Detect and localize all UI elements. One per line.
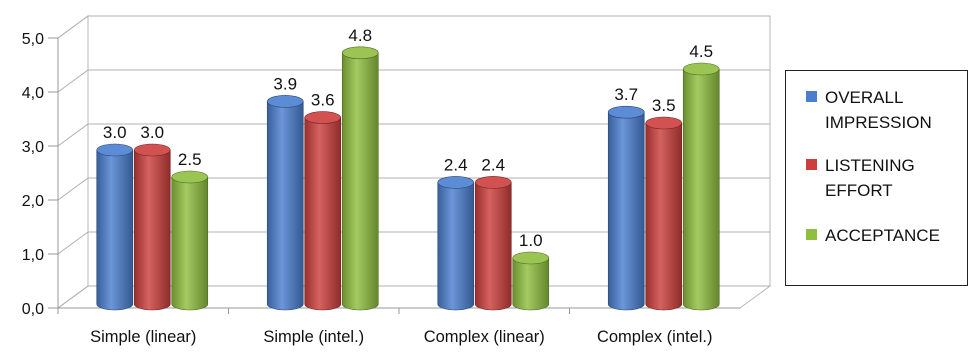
x-tick-label: Complex (linear) [424, 328, 545, 346]
bar-overall-impression-simple-intel-top [266, 95, 304, 108]
y-tick-label: 0,0 [22, 301, 44, 318]
bar-acceptance-complex-intel [682, 68, 720, 311]
legend-item-listening-effort: LISTENING EFFORT [806, 153, 965, 203]
bar-listening-effort-simple-linear-top [133, 143, 171, 157]
gridline [57, 123, 770, 147]
bar-acceptance-simple-intel [341, 52, 379, 311]
data-label-acceptance-simple-linear: 2.5 [178, 150, 202, 169]
bar-acceptance-simple-intel-top [341, 46, 379, 60]
bar-overall-impression-complex-linear-top [437, 176, 475, 189]
bar-overall-impression-simple-linear [96, 149, 134, 311]
gridline [57, 177, 770, 201]
data-label-listening-effort-simple-intel: 3.6 [311, 91, 335, 110]
bar-acceptance-complex-linear-top [512, 251, 550, 265]
data-label-listening-effort-complex-intel: 3.5 [652, 96, 676, 115]
bar-overall-impression-complex-intel-top [607, 105, 645, 119]
y-tick-label: 2,0 [22, 193, 44, 210]
legend-label-acceptance: ACCEPTANCE [825, 226, 940, 245]
y-tick-label: 5,0 [22, 31, 44, 48]
bar-acceptance-simple-linear [171, 176, 209, 311]
x-tick-label: Simple (linear) [90, 328, 196, 346]
side-wall [57, 15, 89, 309]
data-label-listening-effort-complex-linear: 2.4 [481, 155, 505, 174]
data-label-acceptance-complex-linear: 1.0 [519, 231, 543, 250]
gridline [57, 15, 770, 39]
bar-overall-impression-complex-intel [607, 111, 645, 311]
bar-overall-impression-simple-linear-top [96, 143, 134, 157]
bar-listening-effort-complex-linear [474, 182, 512, 311]
data-label-overall-impression-complex-linear: 2.4 [444, 155, 468, 174]
legend-swatch-acceptance [806, 229, 817, 240]
bar-listening-effort-simple-intel-top [304, 111, 342, 124]
bar-acceptance-complex-intel-top [682, 62, 720, 76]
bar-listening-effort-complex-intel-top [645, 116, 683, 130]
bar-acceptance-simple-linear-top [171, 170, 209, 184]
x-tick-label: Simple (intel.) [263, 328, 364, 346]
bar-listening-effort-simple-intel [304, 117, 342, 311]
bar-overall-impression-simple-intel [266, 101, 304, 311]
legend-swatch-overall-impression [806, 91, 817, 102]
bar-listening-effort-simple-linear [133, 149, 171, 311]
data-label-acceptance-complex-intel: 4.5 [689, 42, 713, 61]
x-tick-label: Complex (intel.) [597, 328, 713, 346]
gridline [57, 231, 770, 255]
data-label-listening-effort-simple-linear: 3.0 [140, 123, 164, 142]
y-tick-label: 3,0 [22, 139, 44, 156]
legend: OVERALL IMPRESSION LISTENING EFFORT ACCE… [785, 70, 968, 286]
data-label-acceptance-simple-intel: 4.8 [348, 26, 372, 45]
bar-overall-impression-complex-linear [437, 182, 475, 311]
y-tick-label: 4,0 [22, 85, 44, 102]
gridline [57, 69, 770, 93]
data-label-overall-impression-simple-linear: 3.0 [103, 123, 127, 142]
bar-listening-effort-complex-intel [645, 122, 683, 311]
bar-acceptance-complex-linear [512, 257, 550, 311]
data-label-overall-impression-simple-intel: 3.9 [273, 74, 297, 93]
data-label-overall-impression-complex-intel: 3.7 [614, 85, 638, 104]
bar-listening-effort-complex-linear-top [474, 176, 512, 189]
legend-label-listening-effort: LISTENING EFFORT [825, 156, 915, 200]
legend-item-overall-impression: OVERALL IMPRESSION [806, 85, 965, 135]
legend-swatch-listening-effort [806, 159, 817, 170]
y-tick-label: 1,0 [22, 247, 44, 264]
legend-label-overall-impression: OVERALL IMPRESSION [825, 88, 932, 132]
legend-item-acceptance: ACCEPTANCE [806, 223, 965, 248]
